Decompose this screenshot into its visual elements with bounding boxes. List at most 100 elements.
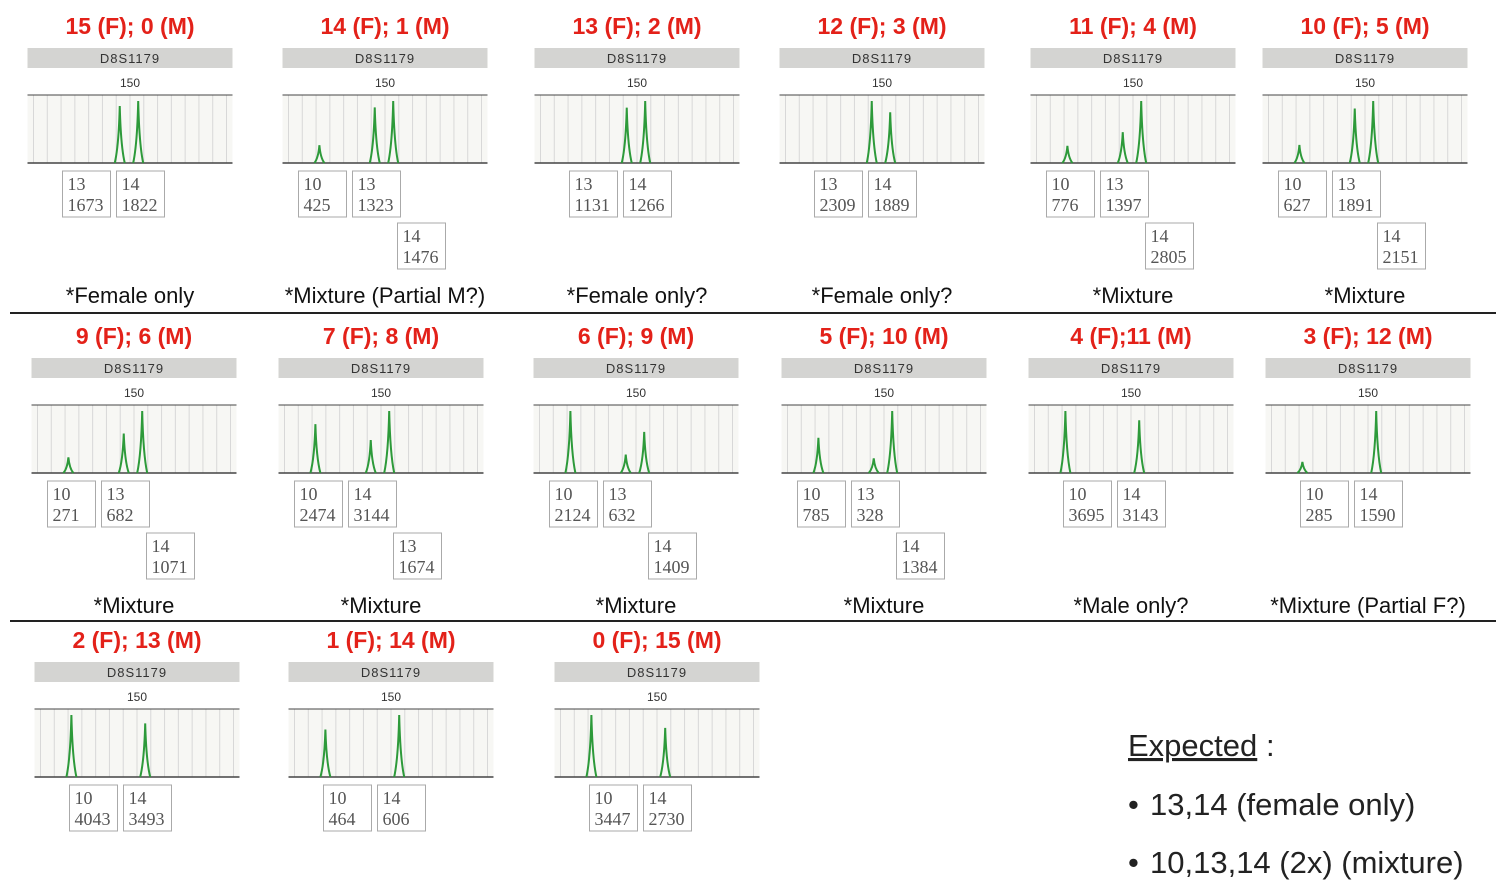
allele-label: 14 — [129, 788, 147, 808]
panel-note: *Mixture — [94, 593, 175, 618]
expected-item: 10,13,14 (2x) (mixture) — [1150, 845, 1464, 880]
expected-item: 13,14 (female only) — [1150, 787, 1415, 822]
height-label: 1384 — [902, 557, 938, 577]
height-label: 3144 — [354, 505, 390, 525]
height-label: 632 — [609, 505, 636, 525]
allele-label: 13 — [1106, 174, 1124, 194]
panel-title: 3 (F); 12 (M) — [1303, 323, 1432, 349]
height-label: 1891 — [1338, 195, 1374, 215]
height-label: 1409 — [654, 557, 690, 577]
marker-label: 150 — [381, 690, 401, 704]
allele-label: 13 — [575, 174, 593, 194]
height-label: 627 — [1284, 195, 1311, 215]
allele-label: 14 — [654, 536, 672, 556]
allele-label: 10 — [1306, 484, 1324, 504]
panel-note: *Mixture — [844, 593, 925, 618]
allele-label: 10 — [1052, 174, 1070, 194]
allele-label: 10 — [1069, 484, 1087, 504]
panel-title: 6 (F); 9 (M) — [578, 323, 694, 349]
locus-label: D8S1179 — [361, 665, 421, 680]
height-label: 3447 — [595, 809, 631, 829]
height-label: 682 — [107, 505, 134, 525]
allele-label: 10 — [555, 484, 573, 504]
locus-label: D8S1179 — [854, 361, 914, 376]
marker-label: 150 — [120, 76, 140, 90]
height-label: 3695 — [1069, 505, 1105, 525]
panel-title: 5 (F); 10 (M) — [819, 323, 948, 349]
height-label: 1071 — [152, 557, 188, 577]
height-label: 3143 — [1123, 505, 1159, 525]
panel-title: 4 (F);11 (M) — [1070, 323, 1191, 349]
allele-label: 10 — [75, 788, 93, 808]
panel-note: *Mixture (Partial M?) — [285, 283, 485, 308]
height-label: 1673 — [68, 195, 104, 215]
bullet: • — [1128, 787, 1139, 822]
marker-label: 150 — [375, 76, 395, 90]
panel-title: 2 (F); 13 (M) — [72, 627, 201, 653]
allele-label: 10 — [803, 484, 821, 504]
height-label: 2124 — [555, 505, 591, 525]
slide: Expected : • 13,14 (female only) • 10,13… — [0, 0, 1496, 887]
allele-label: 10 — [304, 174, 322, 194]
marker-label: 150 — [1358, 386, 1378, 400]
height-label: 271 — [53, 505, 80, 525]
height-label: 3493 — [129, 809, 165, 829]
panel-title: 1 (F); 14 (M) — [326, 627, 455, 653]
allele-label: 13 — [1338, 174, 1356, 194]
height-label: 285 — [1306, 505, 1333, 525]
locus-label: D8S1179 — [107, 665, 167, 680]
height-label: 2805 — [1151, 247, 1187, 267]
height-label: 2309 — [820, 195, 856, 215]
height-label: 1889 — [874, 195, 910, 215]
allele-label: 14 — [1123, 484, 1141, 504]
allele-label: 13 — [399, 536, 417, 556]
allele-label: 14 — [1360, 484, 1378, 504]
height-label: 2730 — [649, 809, 685, 829]
panel-title: 12 (F); 3 (M) — [817, 13, 946, 39]
height-label: 1822 — [122, 195, 158, 215]
height-label: 328 — [857, 505, 884, 525]
locus-label: D8S1179 — [351, 361, 411, 376]
locus-label: D8S1179 — [100, 51, 160, 66]
marker-label: 150 — [626, 386, 646, 400]
height-label: 1323 — [358, 195, 394, 215]
locus-label: D8S1179 — [606, 361, 666, 376]
locus-label: D8S1179 — [852, 51, 912, 66]
height-label: 606 — [383, 809, 410, 829]
marker-label: 150 — [647, 690, 667, 704]
panel-title: 0 (F); 15 (M) — [592, 627, 721, 653]
locus-label: D8S1179 — [1335, 51, 1395, 66]
panel-title: 15 (F); 0 (M) — [65, 13, 194, 39]
marker-label: 150 — [127, 690, 147, 704]
height-label: 1476 — [403, 247, 439, 267]
allele-label: 13 — [68, 174, 86, 194]
panel-title: 11 (F); 4 (M) — [1069, 13, 1197, 39]
allele-label: 14 — [1151, 226, 1169, 246]
marker-label: 150 — [1121, 386, 1141, 400]
height-label: 2474 — [300, 505, 336, 525]
panel-note: *Mixture — [341, 593, 422, 618]
panel-note: *Male only? — [1074, 593, 1189, 618]
panel-title: 14 (F); 1 (M) — [320, 13, 449, 39]
allele-label: 14 — [649, 788, 667, 808]
marker-label: 150 — [872, 76, 892, 90]
allele-label: 10 — [300, 484, 318, 504]
panel-note: *Mixture (Partial F?) — [1270, 593, 1466, 618]
height-label: 785 — [803, 505, 830, 525]
height-label: 1590 — [1360, 505, 1396, 525]
allele-label: 14 — [152, 536, 170, 556]
allele-label: 10 — [1284, 174, 1302, 194]
panel-note: *Female only? — [567, 283, 708, 308]
locus-label: D8S1179 — [607, 51, 667, 66]
panel-note: *Mixture — [1093, 283, 1174, 308]
height-label: 464 — [329, 809, 356, 829]
locus-label: D8S1179 — [1338, 361, 1398, 376]
allele-label: 13 — [857, 484, 875, 504]
panel-title: 13 (F); 2 (M) — [572, 13, 701, 39]
marker-label: 150 — [1355, 76, 1375, 90]
marker-label: 150 — [371, 386, 391, 400]
height-label: 776 — [1052, 195, 1079, 215]
expected-colon: : — [1266, 728, 1275, 763]
panel-note: *Mixture — [1325, 283, 1406, 308]
allele-label: 13 — [609, 484, 627, 504]
